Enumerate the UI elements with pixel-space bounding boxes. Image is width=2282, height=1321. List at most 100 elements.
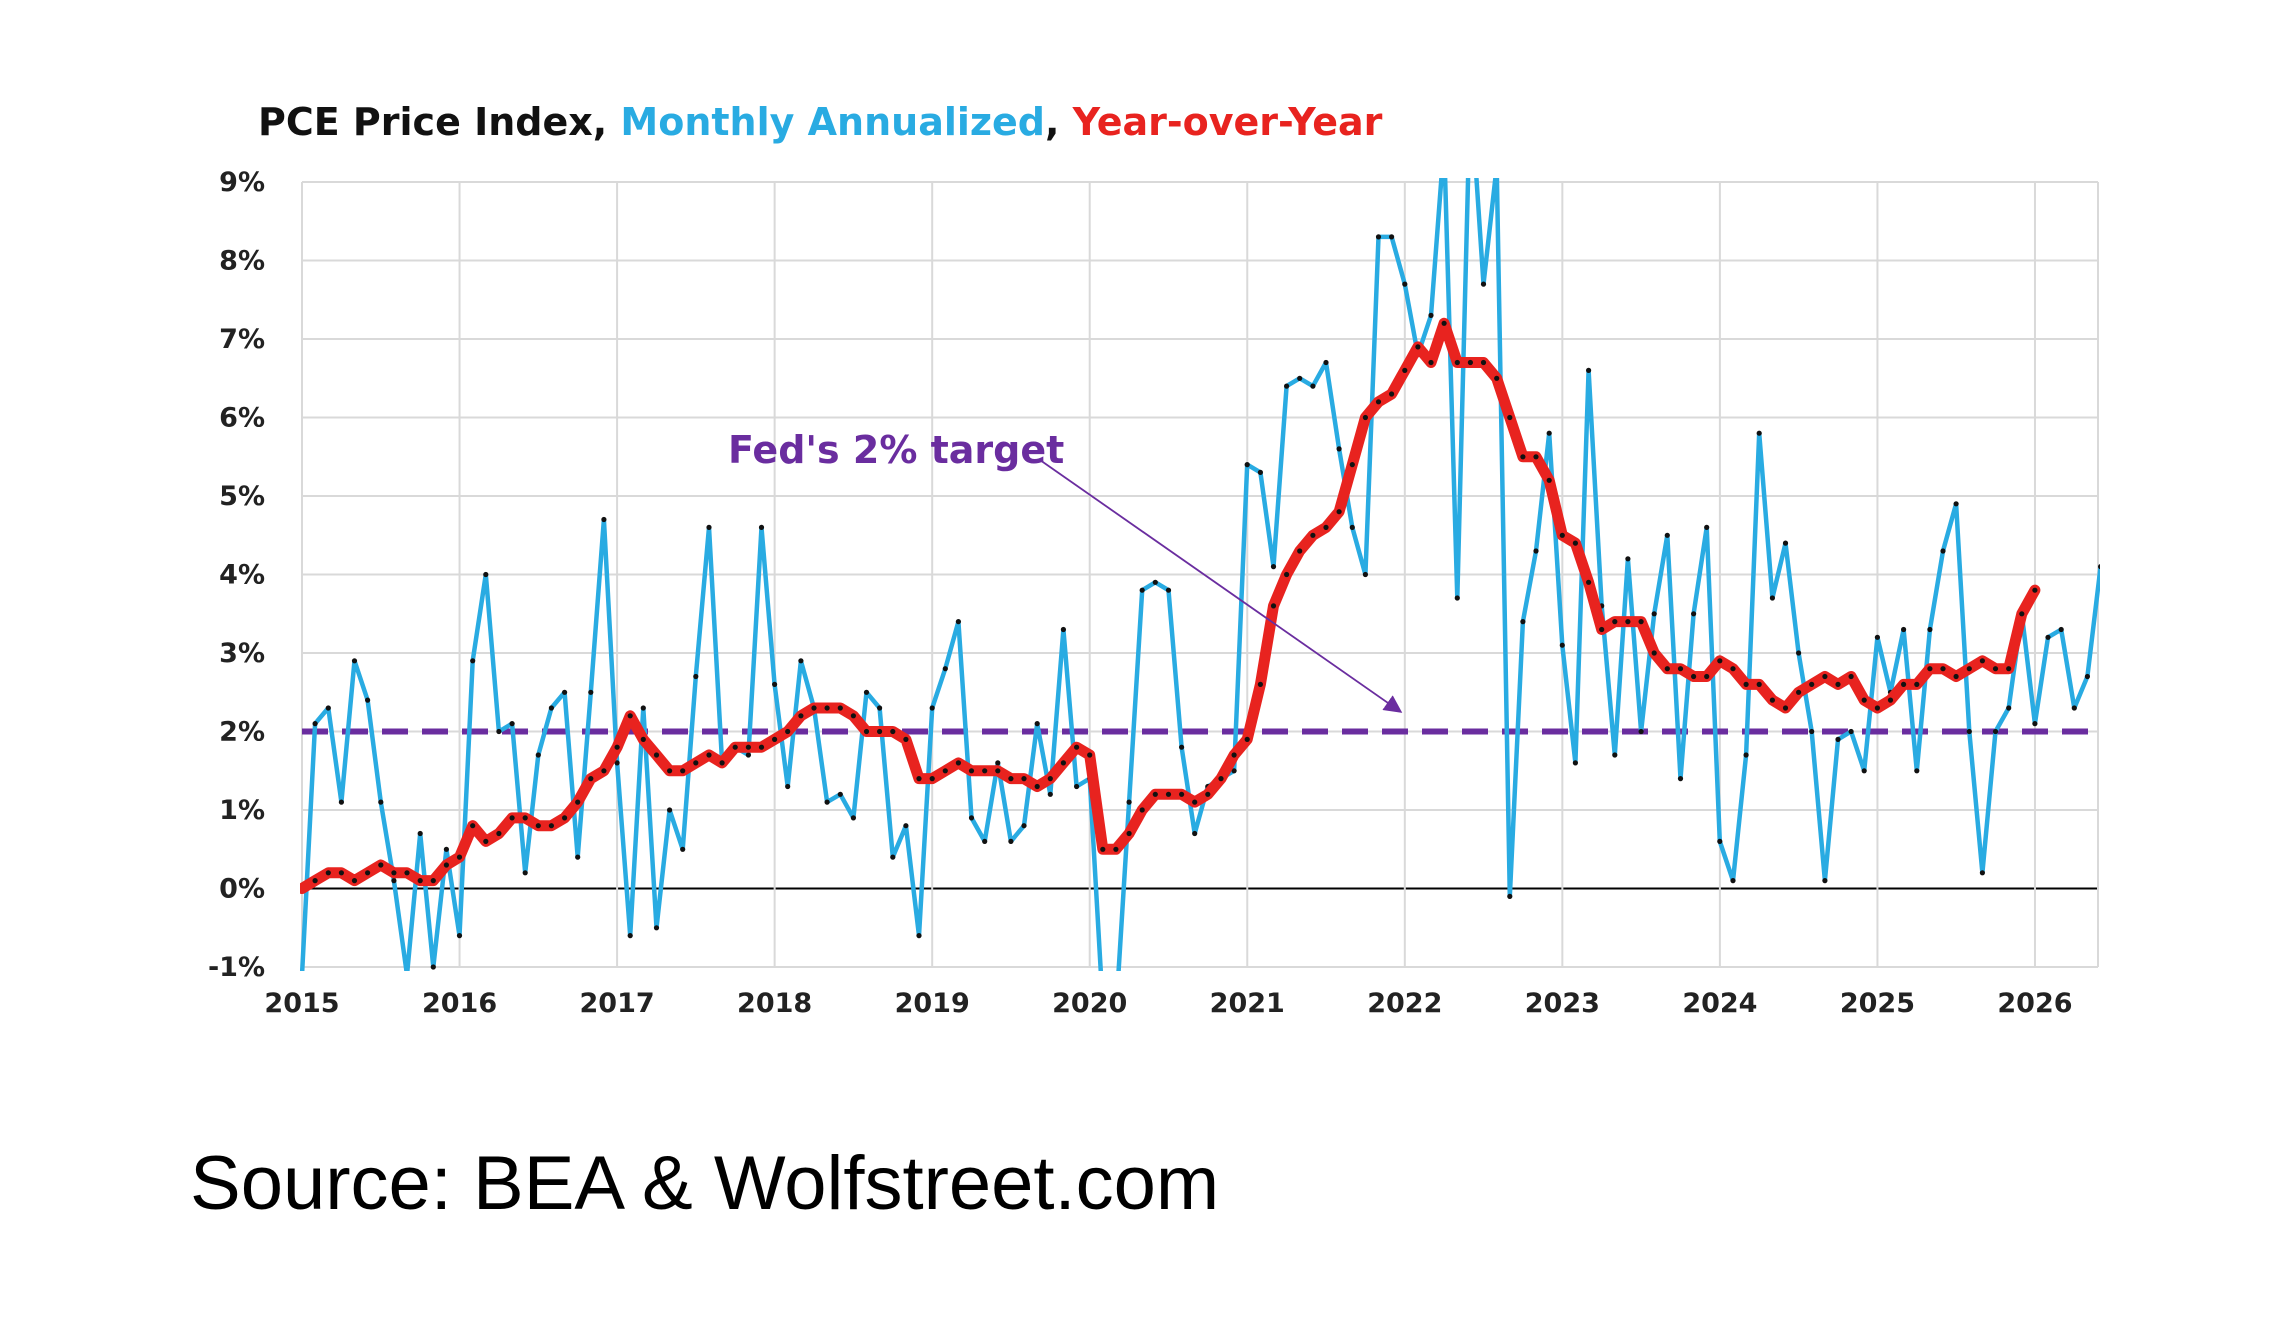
monthly-point (2006, 705, 2012, 711)
monthly-point (680, 846, 686, 852)
monthly-point (1572, 760, 1578, 766)
monthly-point (1034, 721, 1040, 727)
x-tick-label: 2026 (1997, 988, 2072, 1019)
monthly-point (890, 854, 896, 860)
x-tick-label: 2015 (264, 988, 339, 1019)
yoy-point (929, 776, 935, 782)
monthly-point (1533, 548, 1539, 554)
series-group (300, 140, 2129, 977)
monthly-point (1717, 838, 1723, 845)
yoy-point (1625, 619, 1631, 625)
monthly-point (470, 658, 476, 664)
monthly-point (1809, 728, 1815, 735)
yoy-point (1730, 666, 1736, 672)
yoy-point (1441, 320, 1447, 326)
yoy-point (1599, 626, 1605, 633)
y-tick-label: 9% (219, 167, 265, 198)
monthly-point (785, 783, 791, 790)
annotation-arrow (1039, 459, 1403, 713)
monthly-point (575, 854, 581, 860)
monthly-point (1152, 579, 1158, 585)
yoy-point (903, 736, 909, 743)
yoy-point (1336, 509, 1342, 515)
yoy-point (811, 705, 817, 711)
yoy-point (1704, 673, 1710, 680)
monthly-point (1835, 736, 1841, 743)
yoy-point (1677, 666, 1684, 672)
yoy-point (1914, 681, 1920, 688)
monthly-point (1927, 626, 1933, 633)
monthly-point (2124, 501, 2129, 506)
monthly-point (483, 571, 489, 578)
monthly-point (365, 697, 371, 703)
monthly-point (443, 846, 449, 852)
chart-title: PCE Price Index, Monthly Annualized, Yea… (258, 100, 1383, 144)
monthly-point (1992, 728, 1999, 735)
yoy-point (1231, 752, 1237, 758)
monthly-point (522, 870, 528, 876)
yoy-point (1848, 673, 1854, 680)
yoy-point (1494, 375, 1500, 381)
yoy-point (1992, 666, 1999, 672)
yoy-point (719, 760, 725, 766)
yoy-point (338, 870, 344, 876)
yoy-point (1861, 697, 1867, 703)
yoy-point (1782, 705, 1789, 711)
monthly-point (2111, 572, 2116, 577)
yoy-point (1113, 846, 1119, 852)
monthly-point (614, 760, 620, 766)
yoy-point (1953, 673, 1959, 680)
monthly-point (378, 799, 384, 805)
monthly-point (837, 791, 843, 797)
monthly-point (824, 799, 830, 805)
monthly-point (1586, 367, 1592, 373)
x-tick-label: 2025 (1840, 988, 1915, 1019)
monthly-point (312, 721, 318, 727)
yoy-point (456, 854, 463, 860)
yoy-point (1796, 689, 1802, 695)
monthly-point (1691, 611, 1697, 617)
x-tick-label: 2016 (422, 988, 497, 1019)
yoy-point (1139, 807, 1145, 813)
yoy-point (1454, 359, 1460, 366)
monthly-point (1848, 728, 1854, 735)
monthly-point (1769, 595, 1775, 601)
yoy-point (1047, 776, 1053, 782)
y-tick-label: 0% (219, 874, 265, 905)
monthly-point (798, 658, 804, 664)
yoy-point (1375, 399, 1382, 405)
yoy-point (1756, 681, 1762, 688)
monthly-point (351, 658, 358, 664)
yoy-point (1257, 681, 1263, 688)
yoy-point (995, 768, 1001, 774)
yoy-point (365, 870, 371, 876)
monthly-point (955, 619, 962, 625)
yoy-point (1349, 462, 1355, 468)
yoy-point (942, 768, 948, 774)
yoy-point (1533, 454, 1539, 460)
monthly-point (1546, 430, 1552, 436)
monthly-point (706, 524, 712, 531)
yoy-point (863, 728, 870, 735)
yoy-point (1415, 344, 1421, 350)
monthly-point (1402, 281, 1408, 287)
yoy-point (417, 878, 423, 884)
yoy-point (1822, 673, 1828, 680)
yoy-point (1717, 658, 1723, 664)
monthly-point (1966, 728, 1972, 735)
yoy-point (1586, 579, 1592, 585)
monthly-point (1979, 870, 1985, 876)
monthly-point (1442, 140, 1447, 145)
annotation-group: Fed's 2% target (728, 428, 1403, 713)
source-caption: Source: BEA & Wolfstreet.com (190, 1141, 1220, 1226)
yoy-point (706, 752, 712, 758)
monthly-point (404, 972, 409, 977)
yoy-point (1218, 776, 1224, 782)
x-tick-label: 2020 (1052, 988, 1127, 1019)
monthly-point (417, 830, 423, 837)
monthly-point (1822, 878, 1828, 884)
yoy-point (614, 744, 620, 750)
yoy-point (601, 768, 607, 774)
yoy-point (325, 870, 331, 876)
yoy-point (640, 736, 646, 743)
